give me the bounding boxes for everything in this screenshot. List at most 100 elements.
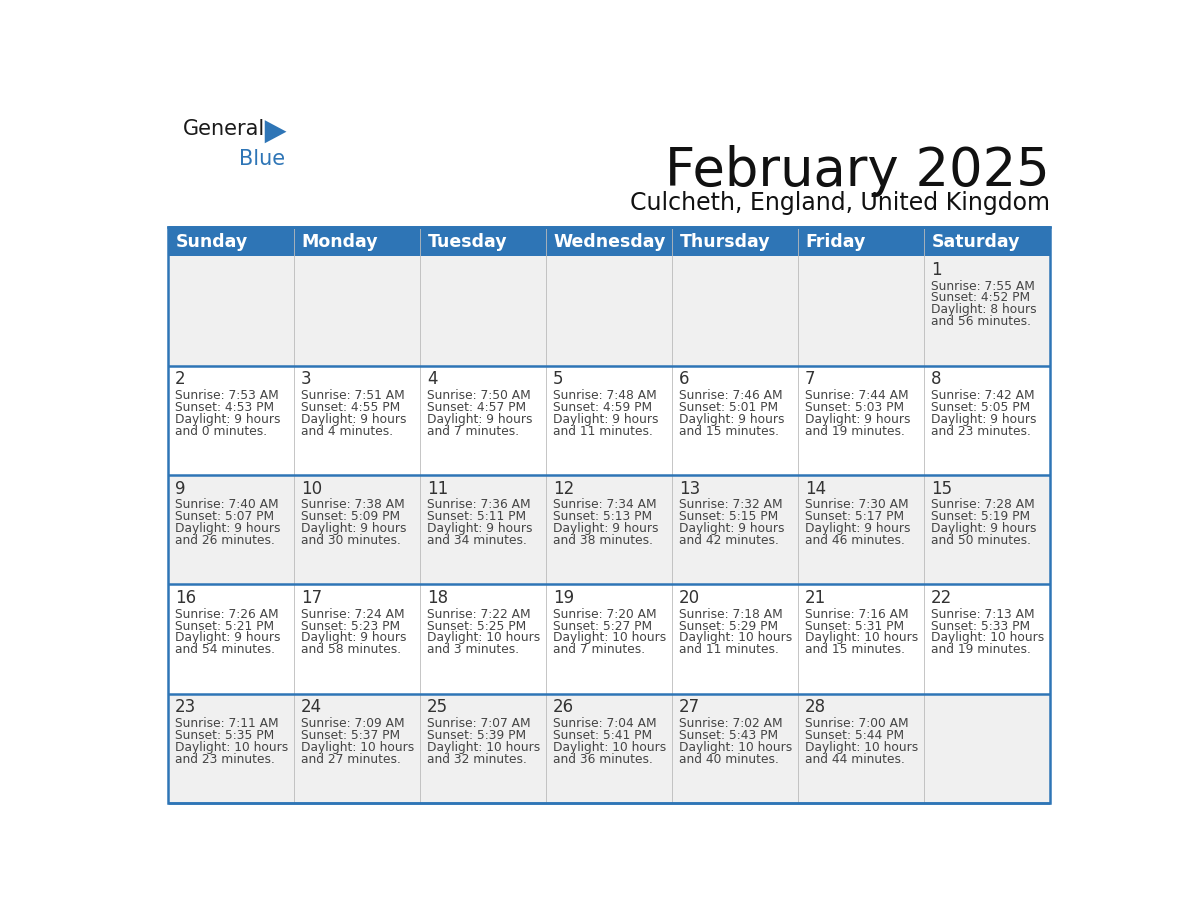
Text: 18: 18 — [426, 589, 448, 607]
Text: Daylight: 10 hours: Daylight: 10 hours — [301, 741, 415, 754]
Text: 17: 17 — [301, 589, 322, 607]
Text: Sunset: 5:44 PM: Sunset: 5:44 PM — [804, 729, 904, 742]
Text: Sunrise: 7:13 AM: Sunrise: 7:13 AM — [931, 608, 1035, 621]
Text: Blue: Blue — [239, 149, 285, 169]
Text: Sunrise: 7:48 AM: Sunrise: 7:48 AM — [552, 389, 657, 402]
Text: Sunset: 4:52 PM: Sunset: 4:52 PM — [931, 292, 1030, 305]
Text: and 7 minutes.: and 7 minutes. — [552, 644, 645, 656]
Text: and 56 minutes.: and 56 minutes. — [931, 316, 1031, 329]
Text: Sunrise: 7:18 AM: Sunrise: 7:18 AM — [678, 608, 783, 621]
Bar — [798, 585, 924, 694]
Text: Sunset: 5:05 PM: Sunset: 5:05 PM — [931, 401, 1030, 414]
Bar — [168, 585, 293, 694]
Bar — [672, 694, 798, 803]
Bar — [545, 694, 672, 803]
Text: Sunrise: 7:11 AM: Sunrise: 7:11 AM — [175, 717, 278, 730]
Text: Sunrise: 7:30 AM: Sunrise: 7:30 AM — [804, 498, 909, 511]
Bar — [545, 256, 672, 365]
Text: Sunday: Sunday — [176, 233, 248, 251]
Text: 19: 19 — [552, 589, 574, 607]
Text: Sunset: 5:13 PM: Sunset: 5:13 PM — [552, 510, 652, 523]
Text: and 19 minutes.: and 19 minutes. — [931, 644, 1031, 656]
Text: Sunset: 5:27 PM: Sunset: 5:27 PM — [552, 620, 652, 633]
Text: 28: 28 — [804, 699, 826, 716]
Text: Daylight: 9 hours: Daylight: 9 hours — [426, 522, 532, 535]
Text: Sunset: 5:23 PM: Sunset: 5:23 PM — [301, 620, 400, 633]
Text: Sunrise: 7:22 AM: Sunrise: 7:22 AM — [426, 608, 531, 621]
Bar — [168, 476, 293, 585]
Bar — [293, 585, 419, 694]
Bar — [924, 476, 1050, 585]
Text: and 30 minutes.: and 30 minutes. — [301, 534, 400, 547]
Text: Daylight: 9 hours: Daylight: 9 hours — [552, 413, 658, 426]
Text: and 0 minutes.: and 0 minutes. — [175, 425, 267, 438]
Bar — [672, 476, 798, 585]
Text: Tuesday: Tuesday — [428, 233, 507, 251]
Text: and 15 minutes.: and 15 minutes. — [678, 425, 779, 438]
Text: 16: 16 — [175, 589, 196, 607]
Bar — [672, 585, 798, 694]
Bar — [545, 585, 672, 694]
Bar — [545, 476, 672, 585]
Text: Sunset: 5:39 PM: Sunset: 5:39 PM — [426, 729, 526, 742]
Text: and 42 minutes.: and 42 minutes. — [678, 534, 778, 547]
Text: and 27 minutes.: and 27 minutes. — [301, 753, 400, 766]
Text: Sunset: 5:21 PM: Sunset: 5:21 PM — [175, 620, 274, 633]
Text: Sunrise: 7:53 AM: Sunrise: 7:53 AM — [175, 389, 279, 402]
Text: Daylight: 10 hours: Daylight: 10 hours — [931, 632, 1044, 644]
Text: and 36 minutes.: and 36 minutes. — [552, 753, 652, 766]
Bar — [293, 256, 419, 365]
Text: and 54 minutes.: and 54 minutes. — [175, 644, 274, 656]
Text: 7: 7 — [804, 371, 815, 388]
Text: Daylight: 9 hours: Daylight: 9 hours — [301, 413, 406, 426]
Text: Sunrise: 7:42 AM: Sunrise: 7:42 AM — [931, 389, 1035, 402]
Text: Daylight: 8 hours: Daylight: 8 hours — [931, 304, 1036, 317]
Text: and 11 minutes.: and 11 minutes. — [552, 425, 652, 438]
Text: Sunset: 5:07 PM: Sunset: 5:07 PM — [175, 510, 274, 523]
Text: Sunset: 5:09 PM: Sunset: 5:09 PM — [301, 510, 400, 523]
Text: Friday: Friday — [805, 233, 866, 251]
Text: Daylight: 9 hours: Daylight: 9 hours — [804, 413, 910, 426]
Text: Daylight: 10 hours: Daylight: 10 hours — [552, 741, 666, 754]
Text: 9: 9 — [175, 480, 185, 498]
Text: 23: 23 — [175, 699, 196, 716]
Text: Sunrise: 7:04 AM: Sunrise: 7:04 AM — [552, 717, 657, 730]
Text: 4: 4 — [426, 371, 437, 388]
Text: Sunset: 5:19 PM: Sunset: 5:19 PM — [931, 510, 1030, 523]
Text: Sunset: 5:17 PM: Sunset: 5:17 PM — [804, 510, 904, 523]
Text: Sunrise: 7:07 AM: Sunrise: 7:07 AM — [426, 717, 531, 730]
Bar — [419, 256, 545, 365]
Text: 11: 11 — [426, 480, 448, 498]
Text: Thursday: Thursday — [680, 233, 770, 251]
Text: Daylight: 9 hours: Daylight: 9 hours — [175, 522, 280, 535]
Text: Sunrise: 7:32 AM: Sunrise: 7:32 AM — [678, 498, 783, 511]
Text: Daylight: 9 hours: Daylight: 9 hours — [678, 522, 784, 535]
Bar — [672, 365, 798, 476]
Text: and 15 minutes.: and 15 minutes. — [804, 644, 905, 656]
Text: Sunrise: 7:40 AM: Sunrise: 7:40 AM — [175, 498, 278, 511]
Text: Daylight: 9 hours: Daylight: 9 hours — [301, 632, 406, 644]
Text: Daylight: 9 hours: Daylight: 9 hours — [678, 413, 784, 426]
Text: 10: 10 — [301, 480, 322, 498]
Bar — [419, 476, 545, 585]
Text: and 23 minutes.: and 23 minutes. — [175, 753, 274, 766]
Bar — [924, 585, 1050, 694]
Bar — [293, 476, 419, 585]
Text: 27: 27 — [678, 699, 700, 716]
Bar — [168, 227, 1050, 256]
Text: Sunset: 5:25 PM: Sunset: 5:25 PM — [426, 620, 526, 633]
Text: 2: 2 — [175, 371, 185, 388]
Text: Daylight: 9 hours: Daylight: 9 hours — [175, 413, 280, 426]
Text: 5: 5 — [552, 371, 563, 388]
Text: 13: 13 — [678, 480, 700, 498]
Bar — [924, 365, 1050, 476]
Bar — [798, 365, 924, 476]
Text: Sunrise: 7:50 AM: Sunrise: 7:50 AM — [426, 389, 531, 402]
Text: and 34 minutes.: and 34 minutes. — [426, 534, 526, 547]
Text: and 46 minutes.: and 46 minutes. — [804, 534, 905, 547]
Bar — [168, 227, 1050, 803]
Text: 21: 21 — [804, 589, 826, 607]
Text: and 11 minutes.: and 11 minutes. — [678, 644, 778, 656]
Bar — [168, 694, 293, 803]
Text: Sunrise: 7:44 AM: Sunrise: 7:44 AM — [804, 389, 909, 402]
